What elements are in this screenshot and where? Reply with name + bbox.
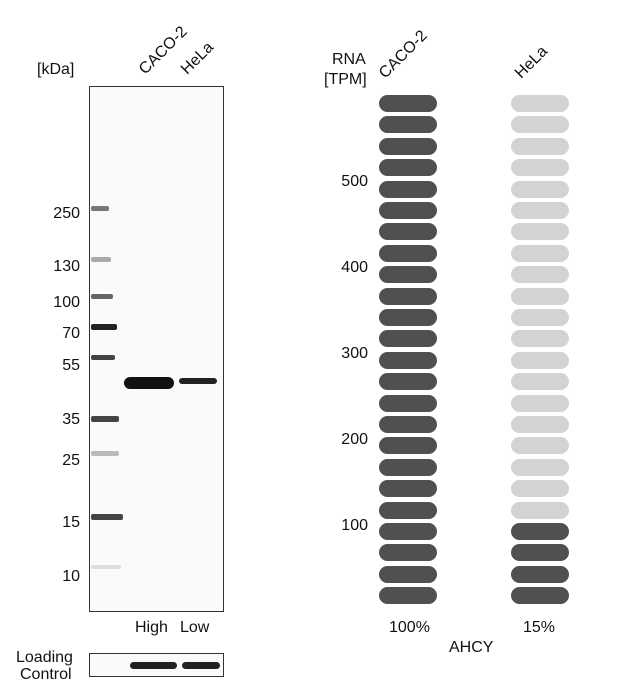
kda-unit-label: [kDa] — [37, 61, 75, 78]
rna-ytick-400: 400 — [341, 259, 368, 276]
rna-segment-caco2-7 — [379, 458, 437, 476]
rna-segment-caco2-4 — [379, 523, 437, 540]
rna-segment-caco2-23 — [379, 116, 437, 134]
expression-level-high: High — [135, 619, 168, 636]
ladder-band-35 — [91, 416, 119, 422]
rna-segment-caco2-15 — [379, 287, 437, 305]
rna-segment-caco2-2 — [379, 565, 437, 583]
ladder-band-250 — [91, 206, 109, 211]
rna-column-label-caco2: CACO-2 — [375, 27, 431, 83]
rna-segment-hela-3 — [511, 544, 569, 562]
mw-marker-10: 10 — [62, 568, 80, 585]
lane-label-hela: HeLa — [177, 38, 218, 78]
rna-segment-caco2-5 — [379, 501, 437, 519]
rna-segment-caco2-19 — [379, 202, 437, 219]
rna-value-hela: 15% — [523, 619, 556, 636]
gene-name: AHCY — [449, 639, 494, 656]
mw-marker-15: 15 — [62, 514, 80, 531]
rna-segment-caco2-21 — [379, 159, 437, 177]
rna-segment-caco2-6 — [379, 480, 437, 498]
rna-segment-caco2-3 — [379, 544, 437, 562]
rna-segment-hela-15 — [511, 287, 569, 305]
ladder-band-70 — [91, 324, 117, 330]
rna-segment-hela-2 — [511, 565, 569, 583]
ladder-band-15 — [91, 514, 123, 520]
rna-segment-caco2-1 — [379, 587, 437, 605]
loading-band-hela — [182, 662, 220, 669]
rna-segment-hela-5 — [511, 501, 569, 519]
mw-marker-70: 70 — [62, 325, 80, 342]
rna-ytick-300: 300 — [341, 345, 368, 362]
ladder-band-100 — [91, 294, 113, 299]
rna-segment-caco2-24 — [379, 95, 437, 112]
rna-segment-hela-18 — [511, 223, 569, 241]
ladder-band-130 — [91, 257, 111, 262]
rna-segment-hela-7 — [511, 458, 569, 476]
rna-segment-hela-12 — [511, 351, 569, 369]
rna-segment-hela-13 — [511, 330, 569, 348]
loading-control-label-2: Control — [20, 666, 72, 683]
rna-segment-hela-8 — [511, 437, 569, 455]
rna-segment-hela-11 — [511, 373, 569, 391]
rna-segment-hela-10 — [511, 394, 569, 412]
mw-marker-25: 25 — [62, 452, 80, 469]
expression-level-low: Low — [180, 619, 210, 636]
mw-marker-250: 250 — [53, 205, 80, 222]
rna-value-caco2: 100% — [389, 619, 430, 636]
mw-marker-130: 130 — [53, 258, 80, 275]
rna-segment-hela-1 — [511, 587, 569, 605]
rna-segment-hela-4 — [511, 523, 569, 540]
rna-segment-hela-21 — [511, 159, 569, 177]
rna-segment-hela-16 — [511, 266, 569, 284]
rna-segment-caco2-16 — [379, 266, 437, 284]
rna-segment-hela-23 — [511, 116, 569, 134]
rna-segment-hela-22 — [511, 137, 569, 155]
rna-segment-caco2-14 — [379, 309, 437, 326]
band-caco2-ahcy — [124, 377, 174, 389]
mw-marker-35: 35 — [62, 411, 80, 428]
rna-segment-caco2-18 — [379, 223, 437, 241]
rna-segment-caco2-20 — [379, 180, 437, 198]
rna-ytick-100: 100 — [341, 517, 368, 534]
rna-segment-caco2-8 — [379, 437, 437, 455]
rna-segment-hela-17 — [511, 244, 569, 262]
rna-ytick-200: 200 — [341, 431, 368, 448]
rna-segment-hela-20 — [511, 180, 569, 198]
band-hela-ahcy — [179, 378, 217, 384]
ladder-band-55 — [91, 355, 115, 360]
rna-segment-hela-14 — [511, 309, 569, 326]
mw-marker-55: 55 — [62, 357, 80, 374]
rna-axis-title-2: [TPM] — [324, 71, 367, 88]
rna-segment-hela-6 — [511, 480, 569, 498]
rna-column-label-hela: HeLa — [511, 42, 552, 82]
loading-control-label-1: Loading — [16, 649, 73, 666]
rna-segment-caco2-10 — [379, 394, 437, 412]
rna-segment-caco2-17 — [379, 244, 437, 262]
rna-ytick-500: 500 — [341, 173, 368, 190]
western-blot-panel — [89, 86, 224, 612]
rna-column-caco2 — [379, 95, 439, 607]
rna-segment-hela-19 — [511, 202, 569, 219]
ladder-band-25 — [91, 451, 119, 456]
rna-axis-title-1: RNA — [332, 51, 366, 68]
rna-segment-caco2-13 — [379, 330, 437, 348]
rna-segment-hela-9 — [511, 416, 569, 433]
loading-band-caco2 — [130, 662, 177, 669]
ladder-band-10 — [91, 565, 121, 569]
rna-column-hela — [511, 95, 571, 607]
loading-control-panel — [89, 653, 224, 677]
mw-marker-100: 100 — [53, 294, 80, 311]
rna-segment-caco2-11 — [379, 373, 437, 391]
rna-segment-caco2-22 — [379, 137, 437, 155]
rna-segment-caco2-9 — [379, 416, 437, 433]
rna-segment-hela-24 — [511, 95, 569, 112]
rna-segment-caco2-12 — [379, 351, 437, 369]
